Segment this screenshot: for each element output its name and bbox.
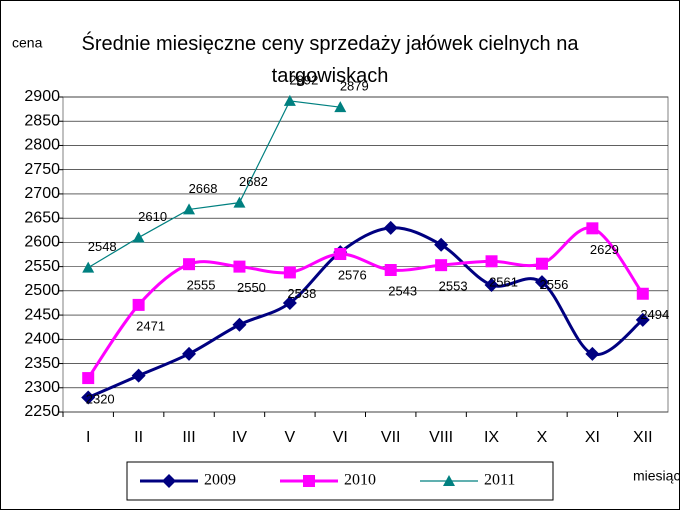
marker — [183, 203, 196, 215]
series: 2548 2610 2668 2682 2892 2879 — [82, 72, 369, 273]
data-label: 2561 — [489, 275, 518, 290]
x-tick-label: XI — [585, 429, 600, 446]
legend-label: 2010 — [344, 472, 376, 489]
marker — [334, 248, 347, 261]
marker — [132, 298, 145, 311]
marker — [82, 372, 95, 385]
y-tick-label: 2600 — [24, 234, 60, 251]
marker — [434, 237, 449, 252]
y-tick-label: 2650 — [24, 209, 60, 226]
series-line — [87, 100, 341, 269]
data-label: 2548 — [88, 239, 117, 254]
marker — [282, 295, 297, 310]
marker — [585, 346, 600, 361]
series-line — [86, 226, 645, 379]
marker — [485, 255, 498, 268]
legend-label: 2009 — [204, 472, 236, 489]
marker — [484, 278, 499, 293]
y-tick-label: 2550 — [24, 258, 60, 275]
x-tick-label: X — [537, 429, 548, 446]
legend-label: 2011 — [484, 472, 515, 489]
x-tick-label: VII — [381, 429, 401, 446]
marker — [586, 222, 599, 235]
marker — [384, 264, 397, 277]
marker — [635, 312, 650, 327]
marker — [303, 475, 315, 487]
data-label: 2610 — [138, 209, 167, 224]
chart-title: Średnie miesięczne ceny sprzedaży jałówe… — [81, 33, 579, 87]
marker — [636, 287, 649, 300]
data-label: 2494 — [640, 307, 669, 322]
title-box: Średnie miesięczne ceny sprzedaży jałówe… — [81, 33, 579, 87]
data-label: 2553 — [439, 279, 468, 294]
x-tick-label: VI — [333, 429, 348, 446]
marker — [131, 368, 146, 383]
marker — [183, 258, 196, 271]
x-tick-label: III — [182, 429, 195, 446]
x-tick-label: I — [86, 429, 90, 446]
y-tick-label: 2500 — [24, 282, 60, 299]
y-tick-label: 2750 — [24, 161, 60, 178]
marker — [334, 101, 347, 113]
data-label: 2543 — [388, 283, 417, 298]
x-tick-label: VIII — [429, 429, 453, 446]
x-tick-label: IV — [232, 429, 247, 446]
data-label: 2682 — [239, 174, 268, 189]
data-label: 2556 — [539, 277, 568, 292]
data-label: 2629 — [590, 242, 619, 257]
marker — [81, 390, 96, 405]
y-tick-label: 2800 — [24, 137, 60, 154]
marker — [383, 220, 398, 235]
series: 2320 2471 2555 2550 2538 2576 2543 2553 2561 2556… — [82, 222, 669, 407]
data-label: 2879 — [340, 79, 369, 94]
data-label: 2538 — [287, 286, 316, 301]
y-tick-label: 2450 — [24, 306, 60, 323]
marker — [435, 259, 448, 272]
data-label: 2576 — [338, 267, 367, 282]
marker — [182, 346, 197, 361]
marker — [232, 317, 247, 332]
data-label: 2320 — [86, 392, 115, 407]
y-tick-label: 2900 — [24, 88, 60, 105]
y-tick-label: 2300 — [24, 379, 60, 396]
y-tick-label: 2400 — [24, 331, 60, 348]
y-tick-label: 2850 — [24, 112, 60, 129]
data-label: 2668 — [189, 181, 218, 196]
data-label: 2555 — [187, 278, 216, 293]
marker — [82, 261, 95, 273]
data-label: 2892 — [289, 72, 318, 87]
x-axis-label: miesiąc — [633, 468, 680, 484]
x-tick-label: II — [134, 429, 143, 446]
marker — [283, 266, 296, 279]
series — [81, 220, 650, 405]
y-tick-label: 2350 — [24, 355, 60, 372]
marker — [233, 260, 246, 273]
marker — [162, 474, 176, 488]
x-tick-label: XII — [633, 429, 653, 446]
y-axis-label: cena — [12, 35, 43, 51]
x-tick-label: V — [285, 429, 296, 446]
y-tick-label: 2700 — [24, 185, 60, 202]
y-tick-label: 2250 — [24, 403, 60, 420]
data-label: 2550 — [237, 280, 266, 295]
marker — [233, 196, 246, 208]
marker — [534, 275, 549, 290]
x-tick-label: IX — [484, 429, 499, 446]
marker — [443, 475, 455, 486]
data-label: 2471 — [136, 318, 165, 333]
marker — [535, 257, 548, 270]
marker — [132, 231, 145, 243]
marker — [283, 94, 296, 106]
legend: 2009 2010 2011 — [126, 461, 554, 501]
